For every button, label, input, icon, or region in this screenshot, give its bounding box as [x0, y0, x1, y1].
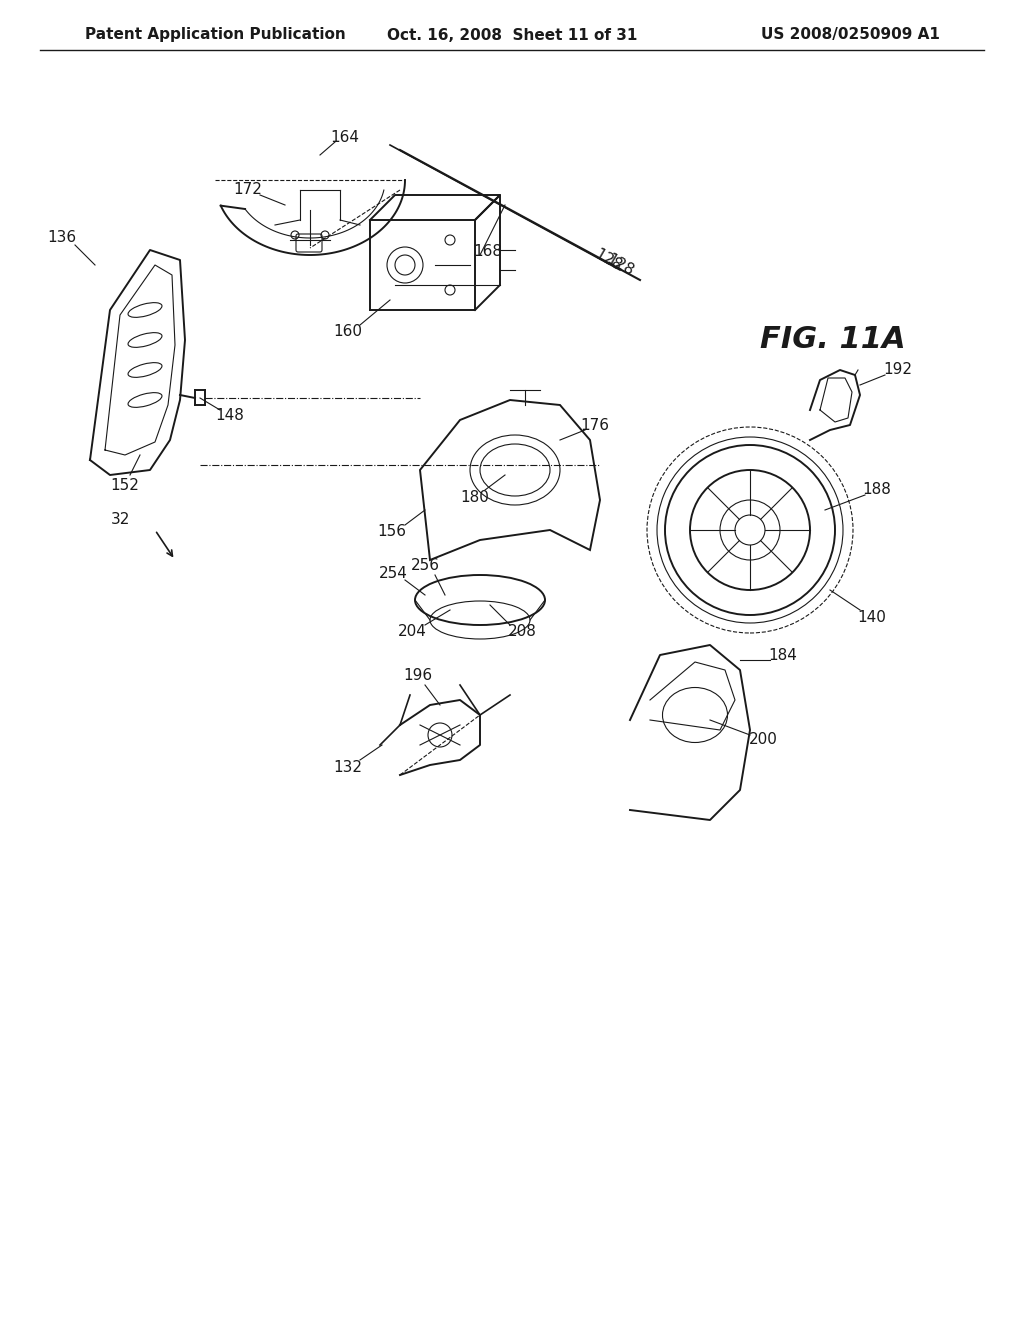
Text: 132: 132	[334, 759, 362, 775]
Text: FIG. 11A: FIG. 11A	[760, 326, 905, 355]
Text: 168: 168	[473, 244, 503, 260]
Text: 140: 140	[857, 610, 887, 624]
Text: 152: 152	[111, 478, 139, 492]
Text: Patent Application Publication: Patent Application Publication	[85, 28, 346, 42]
Text: 180: 180	[461, 490, 489, 504]
Text: 200: 200	[749, 733, 777, 747]
Text: 196: 196	[403, 668, 432, 682]
Text: 148: 148	[216, 408, 245, 424]
Text: Oct. 16, 2008  Sheet 11 of 31: Oct. 16, 2008 Sheet 11 of 31	[387, 28, 637, 42]
Text: 188: 188	[862, 483, 892, 498]
Text: 192: 192	[884, 363, 912, 378]
Text: 184: 184	[769, 648, 798, 663]
Text: 172: 172	[233, 182, 262, 198]
Text: 136: 136	[47, 231, 77, 246]
Text: 208: 208	[508, 624, 537, 639]
Text: 164: 164	[331, 131, 359, 145]
Text: 176: 176	[581, 417, 609, 433]
Text: 156: 156	[378, 524, 407, 540]
Text: 160: 160	[334, 325, 362, 339]
Text: 256: 256	[411, 557, 439, 573]
Text: US 2008/0250909 A1: US 2008/0250909 A1	[761, 28, 940, 42]
Text: 128: 128	[604, 251, 636, 279]
Text: 128: 128	[592, 247, 625, 273]
Text: 204: 204	[397, 624, 426, 639]
Text: 254: 254	[379, 565, 408, 581]
Text: 32: 32	[111, 512, 130, 528]
FancyBboxPatch shape	[296, 234, 322, 252]
